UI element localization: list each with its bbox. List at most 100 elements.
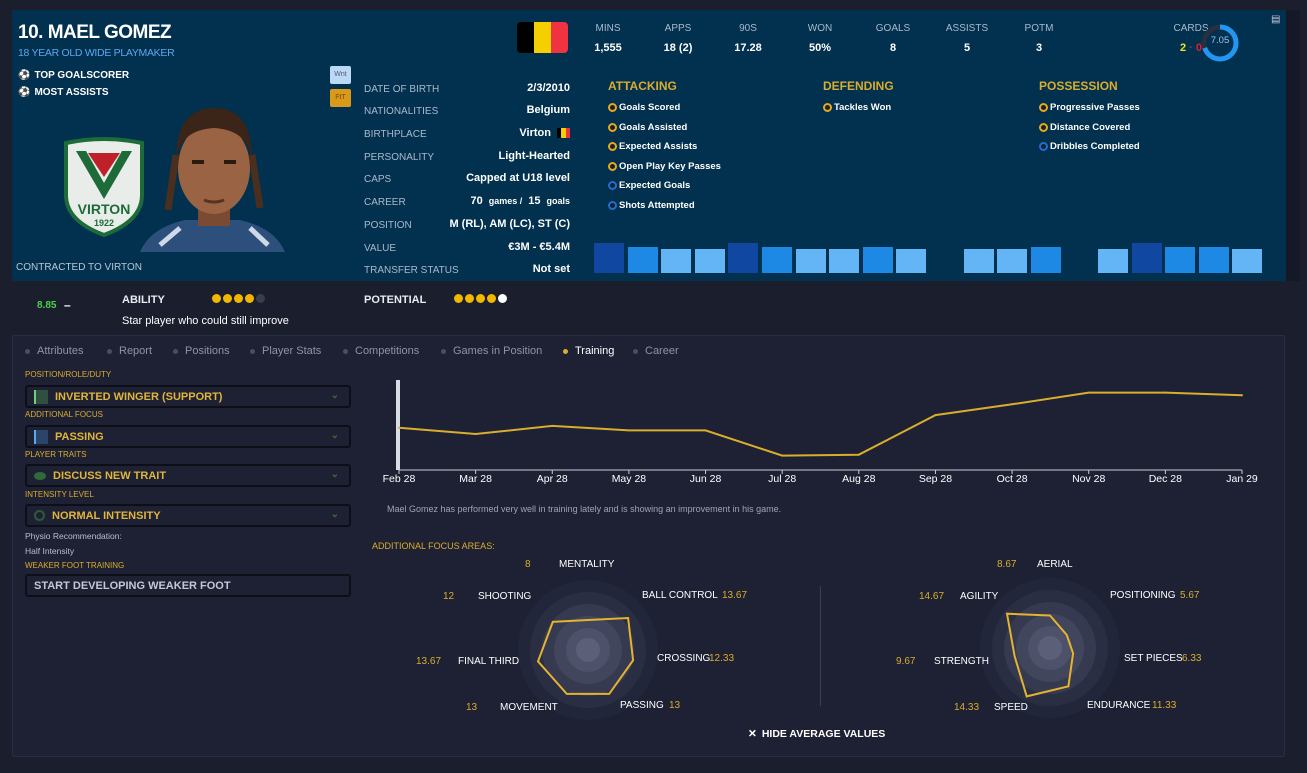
form-bar[interactable]: [1232, 249, 1263, 273]
highlight-label: Shots Attempted: [619, 200, 695, 211]
career-games: 70: [470, 195, 483, 207]
form-bar[interactable]: [661, 249, 692, 273]
radar-ring: [1038, 636, 1062, 660]
tab-competitions[interactable]: Competitions: [343, 345, 419, 357]
stat-value: 50%: [808, 42, 832, 54]
form-bar[interactable]: [594, 243, 624, 273]
traits-value: DISCUSS NEW TRAIT: [53, 469, 167, 482]
player-subtitle: 18 YEAR OLD WIDE PLAYMAKER: [18, 47, 175, 59]
tab-player-stats[interactable]: Player Stats: [250, 345, 321, 357]
y-axis: [396, 380, 400, 470]
form-bar[interactable]: [1098, 249, 1128, 273]
detail-value: Belgium: [527, 104, 570, 116]
menu-icon[interactable]: ▤: [1271, 14, 1281, 25]
tab-career[interactable]: Career: [633, 345, 679, 357]
form-bar[interactable]: [862, 247, 893, 273]
badge-ftt[interactable]: FtT: [330, 89, 351, 107]
weak-foot-button[interactable]: START DEVELOPING WEAKER FOOT: [25, 574, 351, 597]
role-value: INVERTED WINGER (SUPPORT): [55, 390, 223, 403]
radar-axis-label: BALL CONTROL: [642, 590, 718, 601]
tab-attributes[interactable]: Attributes: [25, 345, 83, 357]
highlight-item[interactable]: Shots Attempted: [608, 200, 695, 211]
highlight-label: Tackles Won: [834, 102, 892, 113]
traits-label: PLAYER TRAITS: [25, 450, 87, 459]
tab-label: Games in Position: [453, 345, 543, 357]
detail-label: TRANSFER STATUS: [364, 265, 459, 276]
highlight-item[interactable]: Expected Assists: [608, 141, 697, 152]
radar-axis-label: SPEED: [994, 702, 1028, 713]
stat-value: 8: [889, 42, 897, 54]
radar-value: 8.67: [997, 559, 1017, 570]
highlight-item[interactable]: Open Play Key Passes: [608, 161, 721, 172]
form-bar[interactable]: [963, 249, 994, 273]
form-bar[interactable]: [829, 249, 860, 273]
star-icon: [245, 294, 254, 303]
highlight-label: Expected Assists: [619, 141, 698, 153]
form-bar[interactable]: [997, 249, 1028, 273]
detail-value-text: 2/3/2010: [527, 82, 570, 94]
highlight-label: Distance Covered: [1050, 121, 1131, 133]
highlight-label: Goals Assisted: [619, 121, 688, 133]
highlight-item[interactable]: Expected Goals: [608, 180, 690, 191]
form-bar[interactable]: [762, 247, 792, 273]
gold-medal-icon: [1039, 122, 1048, 132]
chevron-down-icon: ⌄: [330, 469, 339, 480]
scrollbar[interactable]: [1286, 10, 1300, 281]
form-bar[interactable]: [627, 247, 658, 273]
x-tick-label: Jun 28: [689, 473, 722, 485]
stat-value: 1,555: [594, 42, 622, 54]
role-dropdown[interactable]: INVERTED WINGER (SUPPORT) ⌄: [25, 385, 351, 408]
traits-dropdown[interactable]: DISCUSS NEW TRAIT ⌄: [25, 464, 351, 487]
x-tick-label: Dec 28: [1148, 473, 1182, 485]
form-bar[interactable]: [1165, 247, 1196, 273]
detail-value-text: Not set: [532, 263, 570, 275]
intensity-dropdown[interactable]: NORMAL INTENSITY ⌄: [25, 504, 351, 527]
highlight-item[interactable]: Tackles Won: [823, 102, 891, 113]
tab-label: Attributes: [37, 345, 84, 357]
red-cards: 0: [1195, 42, 1203, 54]
tab-games-in-position[interactable]: Games in Position: [441, 345, 542, 357]
tab-positions[interactable]: Positions: [173, 345, 230, 357]
player-name: 10. MAEL GOMEZ: [18, 22, 172, 43]
x-tick-label: Apr 28: [536, 473, 568, 485]
weak-foot-value: START DEVELOPING WEAKER FOOT: [34, 579, 231, 592]
tab-report[interactable]: Report: [107, 345, 152, 357]
radar-divider: [820, 586, 821, 706]
highlight-item[interactable]: Goals Assisted: [608, 122, 687, 133]
focus-dropdown[interactable]: PASSING ⌄: [25, 425, 351, 448]
form-bar[interactable]: [1131, 243, 1162, 273]
radar-value: 14.67: [919, 591, 945, 602]
gold-medal-icon: [823, 103, 832, 112]
radar-polygon: [1005, 612, 1075, 698]
highlight-item[interactable]: Dribbles Completed: [1039, 141, 1140, 152]
form-bar[interactable]: [728, 243, 759, 273]
form-bar[interactable]: [795, 249, 826, 273]
radar-value: 13: [466, 702, 478, 713]
radar-axis-label: AGILITY: [960, 591, 999, 602]
highlight-item[interactable]: Distance Covered: [1039, 122, 1130, 133]
average-rating-ring: [1201, 24, 1239, 62]
form-bar[interactable]: [1030, 247, 1061, 273]
chevron-down-icon: ⌄: [330, 390, 339, 401]
hide-average-button[interactable]: ✕ HIDE AVERAGE VALUES: [748, 728, 885, 740]
category-title: DEFENDING: [823, 79, 894, 93]
star-icon: [487, 294, 496, 303]
form-bar[interactable]: [1198, 247, 1229, 273]
radar-polygon: [536, 616, 635, 695]
badge-wnt[interactable]: Wnt: [330, 66, 351, 84]
highlight-item[interactable]: Goals Scored: [608, 102, 680, 113]
x-tick-label: Nov 28: [1072, 473, 1106, 485]
role-color-icon: [34, 389, 48, 404]
svg-text:1922: 1922: [94, 218, 114, 228]
form-bar[interactable]: [896, 249, 927, 273]
radar-axis-label: SHOOTING: [478, 591, 532, 602]
player-header-card: 10. MAEL GOMEZ 18 YEAR OLD WIDE PLAYMAKE…: [12, 10, 1286, 281]
form-bar[interactable]: [694, 249, 725, 273]
training-line: [398, 391, 1243, 457]
rating-trend: –: [64, 298, 71, 312]
tab-training[interactable]: Training: [563, 345, 614, 357]
radar-value: 14.33: [954, 702, 980, 713]
highlight-item[interactable]: Progressive Passes: [1039, 102, 1140, 113]
stat-value: 5: [963, 42, 971, 54]
